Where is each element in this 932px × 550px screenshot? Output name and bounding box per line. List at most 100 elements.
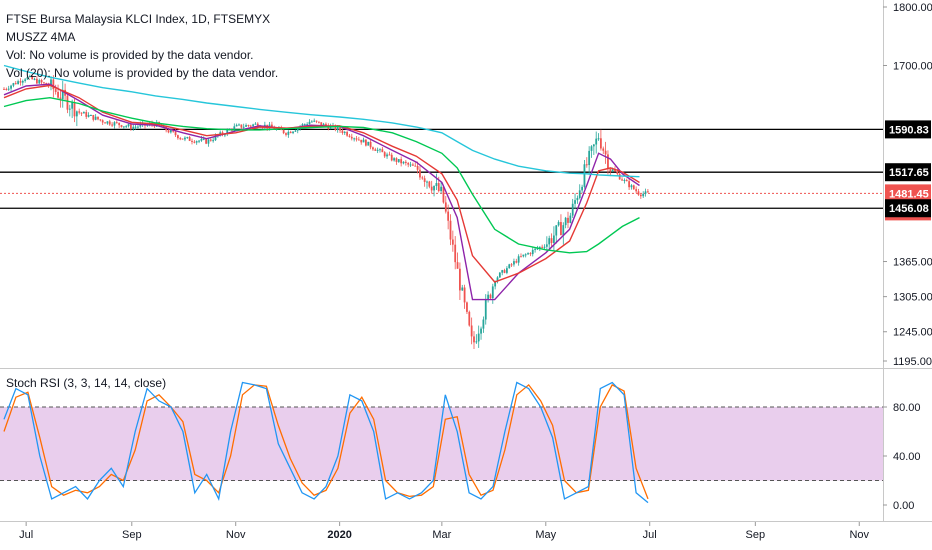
price-tick-label: 1195.00 <box>893 356 932 368</box>
candle-body <box>402 161 405 164</box>
candle-body <box>247 125 250 127</box>
candle-body <box>630 185 633 188</box>
candle-body <box>440 186 442 192</box>
candle-body <box>567 217 569 223</box>
candle-body <box>534 248 536 250</box>
candle-body <box>68 108 71 110</box>
candle-body <box>271 124 273 128</box>
candle-body <box>186 137 189 139</box>
candle-body <box>404 161 407 163</box>
candle-body <box>576 197 579 201</box>
stoch-rsi-pane[interactable] <box>0 381 883 504</box>
candle-body <box>416 166 419 170</box>
candle-body <box>198 140 200 142</box>
candle-body <box>557 222 560 226</box>
candle-body <box>628 181 630 188</box>
candle-body <box>428 181 431 187</box>
candle-body <box>477 333 480 342</box>
candle-body <box>414 165 417 167</box>
price-flag <box>885 184 931 203</box>
candle-body <box>339 127 341 131</box>
candle-body <box>334 125 337 131</box>
candle-body <box>562 225 565 236</box>
candle-body <box>550 238 553 243</box>
candle-body <box>296 127 299 131</box>
time-tick-label: Nov <box>226 529 246 541</box>
candle-body <box>510 264 513 266</box>
candle-body <box>87 115 90 117</box>
candle-body <box>376 149 379 151</box>
candle-body <box>249 125 252 127</box>
candle-body <box>315 120 318 122</box>
candle-body <box>167 130 170 133</box>
candle-body <box>444 202 447 212</box>
candle-body <box>130 124 132 129</box>
candle-body <box>644 191 647 194</box>
candle-body <box>256 123 259 127</box>
candle-body <box>475 341 478 343</box>
candle-body <box>282 130 285 134</box>
candle-body <box>449 220 452 240</box>
candle-body <box>162 125 165 128</box>
candle-body <box>318 121 320 123</box>
candle-body <box>560 222 562 236</box>
candle-body <box>480 328 482 334</box>
time-tick-label: Sep <box>122 529 142 541</box>
candle-body <box>468 311 471 326</box>
candle-body <box>470 325 473 337</box>
candle-body <box>106 121 109 124</box>
candle-body <box>423 178 426 182</box>
candle-body <box>437 183 440 192</box>
candle-body <box>33 78 36 80</box>
candle-body <box>26 76 29 80</box>
candle-body <box>609 169 612 172</box>
candle-body <box>24 79 27 81</box>
candle-body <box>113 122 116 126</box>
candle-body <box>94 116 97 120</box>
price-pane[interactable] <box>0 0 883 368</box>
candle-body <box>111 124 113 126</box>
candle-body <box>409 164 412 166</box>
candle-body <box>578 190 581 198</box>
candle-body <box>522 254 525 257</box>
candle-body <box>221 132 224 135</box>
candle-body <box>390 154 393 161</box>
candle-body <box>635 189 638 192</box>
volume20-legend: Vol (20): No volume is provided by the d… <box>6 66 279 80</box>
candle-body <box>513 261 515 265</box>
candle-body <box>40 80 43 83</box>
candle-body <box>99 119 102 121</box>
candle-body <box>306 124 309 126</box>
candle-body <box>430 186 433 191</box>
candle-body <box>574 200 576 204</box>
candle-body <box>529 253 532 255</box>
candle-body <box>381 149 384 153</box>
candle-body <box>341 130 344 133</box>
candle-body <box>538 246 541 249</box>
candle-body <box>614 169 616 172</box>
candle-body <box>242 126 245 128</box>
time-tick-label: Jul <box>643 529 657 541</box>
candle-body <box>85 112 88 117</box>
candle-body <box>604 150 607 155</box>
candle-body <box>553 235 555 243</box>
candle-body <box>202 138 205 140</box>
candle-body <box>31 76 34 80</box>
candle-body <box>139 124 142 127</box>
candle-body <box>487 294 489 300</box>
candle-body <box>90 114 92 116</box>
candle-body <box>625 179 628 182</box>
candle-body <box>536 248 539 250</box>
candle-body <box>177 135 179 139</box>
candle-body <box>193 141 196 143</box>
candle-body <box>482 319 485 329</box>
candle-body <box>461 287 464 291</box>
candle-body <box>224 134 226 136</box>
candle-body <box>360 139 363 143</box>
candle-body <box>14 83 17 85</box>
candle-body <box>581 186 583 191</box>
candle-body <box>83 112 85 114</box>
candle-body <box>308 121 311 125</box>
candle-body <box>618 173 621 180</box>
